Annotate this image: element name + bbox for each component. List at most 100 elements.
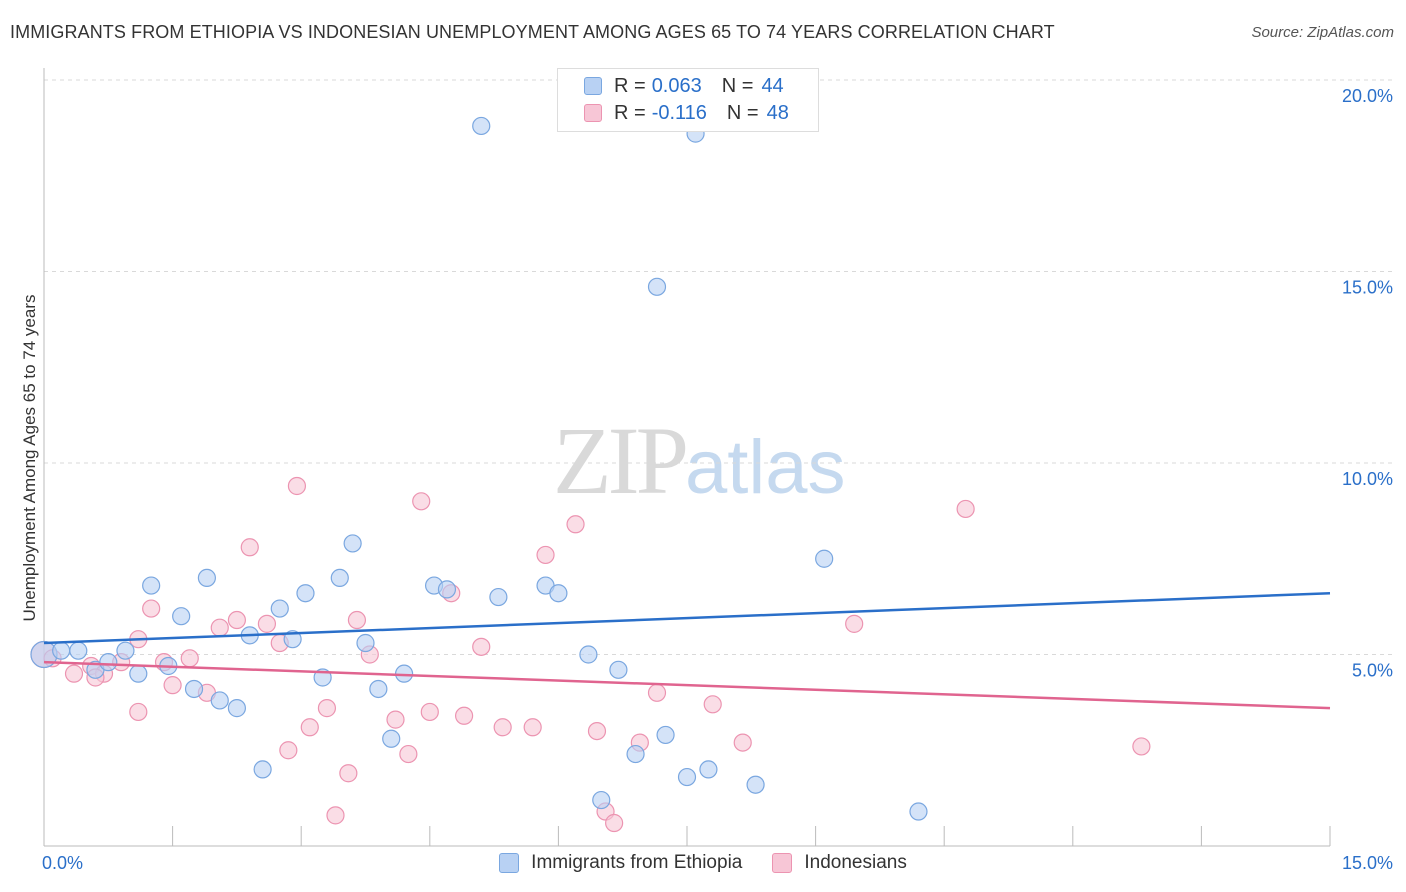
point-ethiopia bbox=[270, 599, 289, 618]
point-ethiopia bbox=[489, 587, 508, 607]
legend-r-label: R = bbox=[614, 101, 646, 124]
legend-row-indonesians: R = -0.116 N = 48 bbox=[584, 100, 789, 126]
legend-swatch-ethiopia bbox=[584, 77, 602, 95]
point-ethiopia bbox=[184, 679, 204, 699]
point-indonesians bbox=[454, 706, 474, 725]
legend-n-label: N = bbox=[721, 74, 754, 97]
point-indonesians bbox=[845, 614, 864, 633]
point-ethiopia bbox=[472, 116, 491, 136]
point-ethiopia bbox=[592, 790, 611, 810]
watermark-atlas: atlas bbox=[685, 425, 846, 510]
point-indonesians bbox=[536, 545, 555, 565]
legend-row-ethiopia: R = 0.063 N = 44 bbox=[584, 73, 784, 99]
point-indonesians bbox=[210, 618, 229, 637]
point-indonesians bbox=[347, 610, 367, 630]
point-ethiopia bbox=[116, 641, 135, 660]
point-indonesians bbox=[386, 710, 405, 729]
legend-n-value-ethiopia: 44 bbox=[761, 74, 784, 97]
point-indonesians bbox=[180, 649, 199, 668]
point-ethiopia bbox=[52, 641, 71, 660]
point-indonesians bbox=[287, 476, 307, 496]
point-indonesians bbox=[240, 538, 259, 557]
axes bbox=[43, 68, 1331, 847]
source-label: Source: ZipAtlas.com bbox=[1251, 24, 1394, 41]
point-ethiopia bbox=[283, 630, 302, 649]
point-ethiopia bbox=[197, 568, 216, 588]
point-ethiopia bbox=[227, 699, 246, 718]
y-tick-label: 20.0% bbox=[1342, 86, 1393, 106]
point-ethiopia bbox=[437, 580, 457, 599]
point-ethiopia bbox=[909, 802, 928, 821]
point-indonesians bbox=[493, 718, 512, 737]
point-indonesians bbox=[317, 699, 337, 718]
point-indonesians bbox=[703, 695, 722, 714]
point-ethiopia bbox=[330, 568, 349, 588]
chart-title: IMMIGRANTS FROM ETHIOPIA VS INDONESIAN U… bbox=[10, 22, 1055, 42]
gridlines bbox=[44, 79, 1392, 655]
point-indonesians bbox=[566, 515, 585, 534]
x-tick-label: 0.0% bbox=[42, 853, 83, 873]
point-ethiopia bbox=[369, 679, 388, 699]
point-ethiopia bbox=[647, 277, 667, 296]
legend-label-ethiopia: Immigrants from Ethiopia bbox=[531, 852, 743, 873]
point-ethiopia bbox=[69, 641, 88, 660]
point-indonesians bbox=[339, 764, 358, 783]
point-ethiopia bbox=[746, 775, 765, 794]
point-ethiopia bbox=[815, 549, 834, 568]
legend-swatch-indonesians bbox=[584, 104, 602, 122]
point-ethiopia bbox=[699, 760, 718, 779]
point-indonesians bbox=[1132, 737, 1151, 756]
trendline-indonesians bbox=[43, 660, 1331, 710]
point-indonesians bbox=[279, 741, 298, 760]
point-ethiopia bbox=[549, 584, 568, 603]
point-ethiopia bbox=[677, 767, 697, 787]
watermark: ZIPatlas bbox=[553, 405, 846, 516]
legend-r-value-ethiopia: 0.063 bbox=[651, 74, 702, 97]
point-indonesians bbox=[129, 702, 148, 722]
point-indonesians bbox=[733, 733, 752, 752]
point-indonesians bbox=[587, 721, 607, 741]
point-ethiopia bbox=[356, 633, 375, 653]
trend-lines bbox=[43, 591, 1331, 710]
watermark-zip: ZIP bbox=[553, 407, 689, 514]
legend-r-label: R = bbox=[614, 74, 646, 97]
y-tick-label: 15.0% bbox=[1342, 278, 1393, 298]
point-indonesians bbox=[412, 492, 431, 511]
point-indonesians bbox=[605, 813, 624, 833]
legend-swatch-indonesians bbox=[772, 853, 793, 873]
legend-n-label: N = bbox=[726, 101, 759, 124]
point-ethiopia bbox=[253, 760, 272, 779]
x-tick-label: 15.0% bbox=[1342, 853, 1393, 873]
y-tick-label: 5.0% bbox=[1352, 661, 1393, 681]
point-indonesians bbox=[163, 676, 182, 695]
series-ethiopia-points bbox=[30, 116, 928, 821]
point-ethiopia bbox=[210, 691, 229, 710]
y-tick-labels: 5.0% 10.0% 15.0% 20.0% bbox=[1342, 86, 1393, 681]
point-ethiopia bbox=[296, 584, 315, 603]
point-indonesians bbox=[399, 744, 418, 764]
legend-n-value-indonesians: 48 bbox=[766, 101, 789, 124]
legend-r-value-indonesians: -0.116 bbox=[651, 101, 707, 124]
point-indonesians bbox=[300, 718, 319, 737]
legend-label-indonesians: Indonesians bbox=[804, 852, 907, 873]
point-indonesians bbox=[326, 806, 345, 825]
legend-swatch-ethiopia bbox=[499, 853, 520, 873]
point-indonesians bbox=[227, 610, 246, 630]
point-indonesians bbox=[647, 683, 667, 702]
point-ethiopia bbox=[99, 653, 118, 672]
point-indonesians bbox=[142, 599, 161, 618]
trendline-ethiopia bbox=[43, 591, 1331, 645]
legend-item-ethiopia[interactable]: Immigrants from Ethiopia bbox=[499, 852, 742, 874]
point-ethiopia bbox=[579, 645, 598, 664]
point-ethiopia bbox=[172, 607, 191, 626]
series-legend: Immigrants from Ethiopia Indonesians bbox=[0, 852, 1406, 874]
point-ethiopia bbox=[656, 725, 675, 745]
legend-item-indonesians[interactable]: Indonesians bbox=[772, 852, 907, 874]
point-ethiopia bbox=[626, 744, 645, 764]
point-ethiopia bbox=[142, 576, 161, 595]
point-ethiopia bbox=[609, 660, 628, 679]
point-indonesians bbox=[64, 664, 84, 683]
point-indonesians bbox=[472, 637, 491, 656]
point-indonesians bbox=[523, 718, 542, 737]
